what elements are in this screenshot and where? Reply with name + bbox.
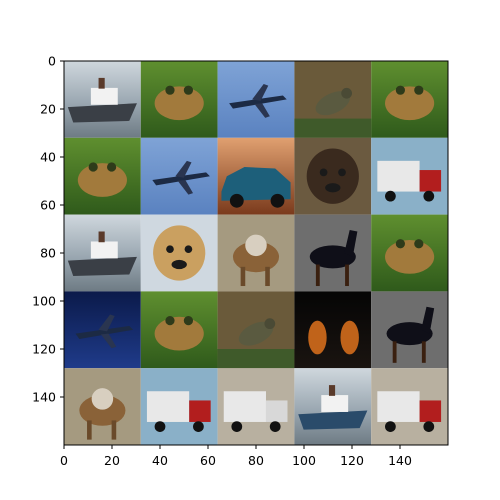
y-tick-label: 0 [48,54,56,69]
x-tick-label: 140 [388,453,412,468]
tile-r0-c1-frog [140,61,218,138]
tile-r1-c0-frog [64,137,141,215]
y-tick-label: 40 [40,150,56,165]
tile-r3-c1-frog [140,291,218,369]
tile-r2-c1-dog [140,214,218,292]
y-tick-label: 100 [32,294,56,309]
tile-r3-c3-cat [294,291,372,369]
y-tick-label: 120 [32,342,56,357]
x-tick-label: 100 [292,453,316,468]
tile-r0-c3-bird [294,61,372,138]
tile-r2-c3-horse [294,214,372,292]
y-axis: 0 20 40 60 80 100 120 140 [32,54,64,405]
tile-r0-c4-frog [371,61,448,138]
tile-r4-c0-deer [64,368,141,445]
y-tick-label: 140 [32,390,56,405]
x-tick-label: 40 [152,453,168,468]
tile-r2-c2-deer [217,214,295,292]
tile-r1-c4-truck [371,137,448,215]
tile-r0-c2-airplane [217,61,295,138]
tile-r4-c1-truck [140,368,218,445]
tile-r4-c4-truck [371,368,448,445]
x-tick-label: 20 [104,453,120,468]
x-tick-label: 60 [200,453,216,468]
x-tick-label: 80 [248,453,264,468]
x-axis: 0 20 40 60 80 100 120 140 [60,445,412,468]
tile-r4-c2-truck [217,368,295,445]
y-tick-label: 20 [40,102,56,117]
tile-r1-c3-dog [294,137,372,215]
tile-r0-c0-ship [64,61,141,138]
tile-r3-c2-bird [217,291,295,369]
tile-r1-c1-airplane [140,137,218,215]
tile-r3-c0-airplane [64,291,141,369]
image-tiles [64,61,448,445]
tile-r1-c2-automobile [217,137,295,215]
tile-r4-c3-ship [294,368,372,445]
y-tick-label: 80 [40,246,56,261]
tile-r2-c0-ship [64,214,141,292]
x-tick-label: 120 [340,453,364,468]
tile-r2-c4-frog [371,214,448,292]
tile-r3-c4-horse [371,291,448,369]
y-tick-label: 60 [40,198,56,213]
x-tick-label: 0 [60,453,68,468]
